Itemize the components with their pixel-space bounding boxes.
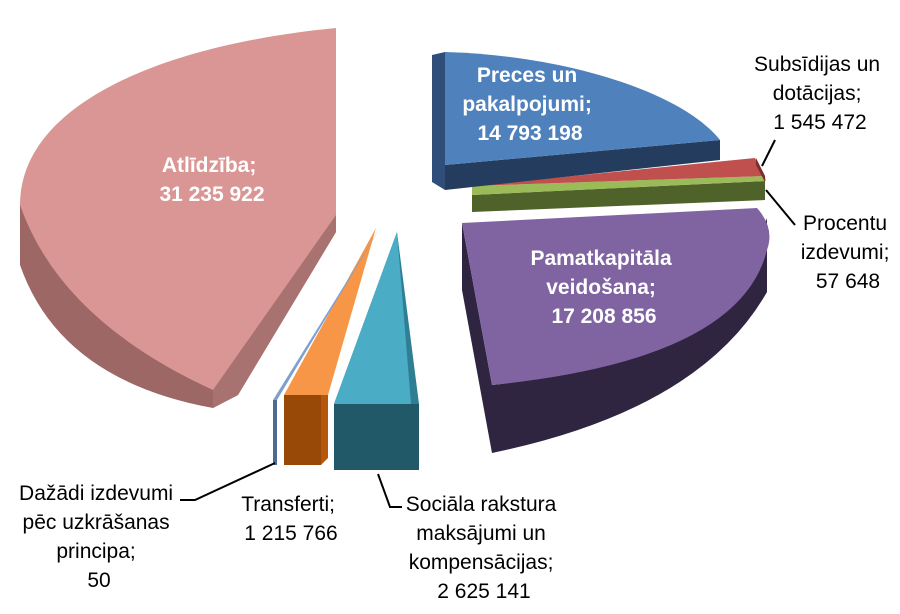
leader-line-socialie [377, 473, 402, 508]
slice-preces [432, 52, 720, 190]
data-label-dazadi: Dažādi izdevumi pēc uzkrāšanas principa;… [19, 482, 179, 592]
data-label-atlidziba: Atlīdzība; 31 235 922 [159, 154, 264, 206]
leader-line-dazadi [180, 462, 276, 501]
data-label-socialie: Sociāla rakstura maksājumi un kompensāci… [406, 493, 562, 603]
slice-dazadi [273, 228, 380, 465]
leader-line-subsidijas [761, 139, 776, 167]
leader-line-procentu [765, 189, 796, 226]
data-label-pamatkapitala: Pamatkapitāla veidošana; 17 208 856 [530, 247, 677, 328]
slice-socialie [334, 232, 419, 470]
data-label-procentu: Procentu izdevumi; 57 648 [801, 212, 896, 293]
slice-procentu [472, 176, 766, 212]
slice-atlidziba [20, 28, 336, 408]
data-label-subsidijas: Subsīdijas un dotācijas; 1 545 472 [754, 53, 886, 134]
data-label-transferti: Transferti; 1 215 766 [241, 493, 341, 545]
slice-pamatkapitala [462, 208, 770, 453]
slice-transferti [284, 228, 376, 465]
data-label-preces: Preces un pakalpojumi; 14 793 198 [462, 64, 597, 145]
